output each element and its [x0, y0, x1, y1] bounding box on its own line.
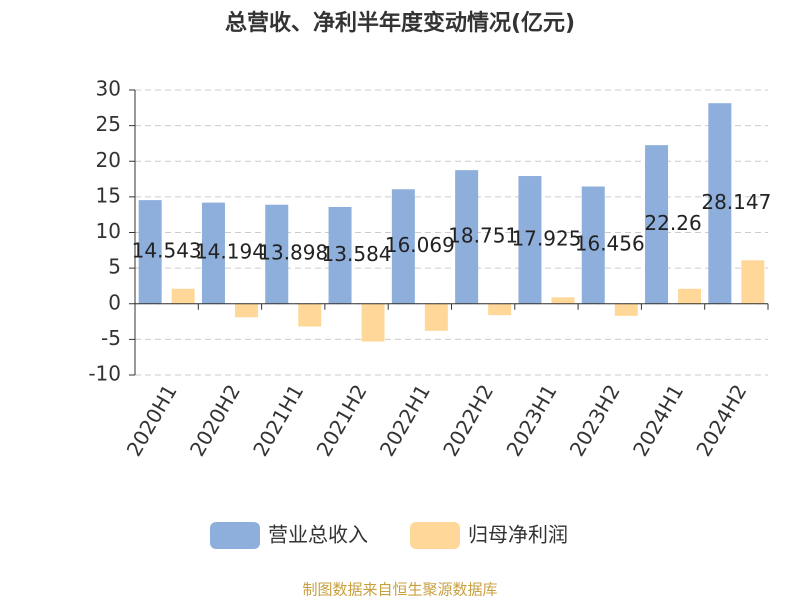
x-tick-label: 2022H1 — [375, 380, 435, 460]
bar — [708, 103, 732, 304]
data-label: 18.751 — [448, 223, 518, 247]
data-label: 16.069 — [385, 233, 455, 257]
bar — [298, 303, 322, 327]
data-label: 22.26 — [644, 211, 701, 235]
y-tick-label: 25 — [96, 112, 121, 136]
x-tick-label: 2023H2 — [565, 380, 625, 460]
bar — [138, 200, 162, 304]
y-tick-label: 0 — [108, 290, 121, 314]
bar — [614, 303, 638, 316]
bar — [455, 170, 479, 304]
x-tick-label: 2021H2 — [312, 380, 372, 460]
x-tick-label: 2023H1 — [501, 380, 561, 460]
data-label: 28.147 — [701, 190, 771, 214]
bar — [488, 303, 512, 316]
x-tick-label: 2022H2 — [438, 380, 498, 460]
legend-label: 归母净利润 — [468, 523, 568, 547]
data-label: 14.194 — [195, 240, 265, 264]
x-tick-label: 2020H1 — [122, 380, 182, 460]
y-tick-label: 20 — [96, 148, 121, 172]
bar — [518, 176, 542, 304]
bar — [361, 303, 385, 342]
bar — [234, 303, 258, 318]
bar — [265, 204, 289, 304]
data-label: 14.543 — [132, 238, 202, 262]
x-tick-label: 2024H2 — [691, 380, 751, 460]
data-label: 17.925 — [511, 226, 581, 250]
y-tick-label: 30 — [96, 77, 121, 101]
data-label: 13.898 — [258, 241, 328, 265]
data-label: 16.456 — [575, 232, 645, 256]
bar — [678, 288, 702, 304]
x-tick-label: 2020H2 — [185, 380, 245, 460]
legend-label: 营业总收入 — [268, 523, 368, 547]
bar — [581, 186, 605, 304]
bar — [424, 303, 448, 331]
bar — [171, 288, 195, 304]
bar — [741, 260, 765, 304]
data-label: 13.584 — [322, 242, 392, 266]
bar — [201, 202, 225, 304]
legend-swatch — [410, 522, 460, 549]
x-tick-label: 2021H1 — [248, 380, 308, 460]
source-note: 制图数据来自恒生聚源数据库 — [302, 581, 497, 599]
bar — [645, 145, 669, 304]
bar — [391, 189, 415, 304]
y-tick-label: 15 — [96, 183, 121, 207]
x-tick-label: 2024H1 — [628, 380, 688, 460]
y-tick-label: -5 — [101, 326, 121, 350]
y-tick-label: 5 — [108, 255, 121, 279]
y-tick-label: 10 — [96, 219, 121, 243]
y-tick-label: -10 — [88, 362, 121, 386]
legend-swatch — [210, 522, 260, 549]
bar — [328, 206, 352, 304]
bar — [551, 297, 575, 304]
chart-title: 总营收、净利半年度变动情况(亿元) — [225, 10, 575, 36]
